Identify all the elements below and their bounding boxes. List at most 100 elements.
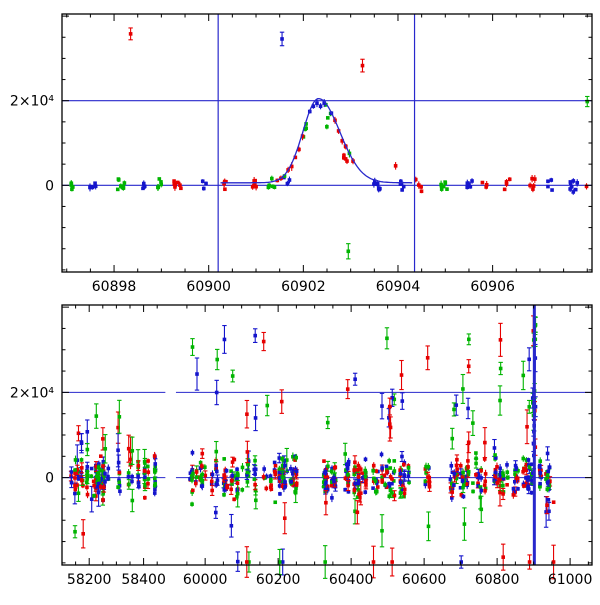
data-point	[253, 482, 257, 487]
data-point	[122, 181, 127, 185]
data-point	[152, 454, 157, 458]
data-point	[245, 470, 250, 475]
data-point	[346, 483, 350, 488]
data-point	[230, 481, 234, 486]
data-point	[253, 416, 258, 420]
data-point	[69, 480, 74, 485]
data-point	[360, 471, 365, 475]
data-point	[325, 487, 330, 492]
data-point	[388, 488, 393, 493]
data-point	[462, 522, 467, 526]
bottom-frame	[61, 304, 593, 566]
data-point	[203, 465, 207, 469]
data-point	[425, 356, 430, 360]
data-point	[99, 477, 104, 481]
data-point	[372, 182, 376, 186]
data-point	[204, 181, 208, 186]
data-point	[374, 469, 379, 473]
data-point	[80, 466, 84, 470]
data-point	[545, 503, 549, 507]
data-point	[374, 481, 379, 485]
data-point	[79, 458, 84, 462]
data-point	[521, 469, 525, 474]
data-point	[146, 481, 150, 486]
data-point	[501, 492, 505, 496]
data-point	[280, 463, 285, 468]
data-point	[261, 339, 266, 344]
data-point	[450, 490, 455, 494]
data-point	[427, 484, 432, 489]
data-point	[546, 498, 551, 502]
data-point	[464, 482, 469, 486]
data-point	[230, 478, 234, 483]
data-point	[544, 477, 548, 481]
data-point	[544, 510, 548, 514]
data-point	[85, 469, 90, 474]
data-point	[323, 469, 328, 474]
data-point	[101, 464, 105, 468]
data-point	[128, 32, 133, 36]
data-point	[322, 101, 326, 105]
data-point	[96, 465, 101, 470]
data-point	[388, 425, 393, 430]
data-point	[272, 185, 277, 189]
data-point	[342, 153, 346, 158]
data-point	[268, 479, 273, 483]
data-point	[73, 468, 77, 472]
data-point	[380, 475, 385, 480]
data-point	[512, 479, 517, 484]
data-point	[101, 498, 105, 502]
data-point	[353, 460, 357, 465]
data-point	[214, 463, 218, 468]
data-point	[380, 466, 384, 470]
data-point	[209, 479, 214, 484]
data-point	[547, 509, 551, 514]
data-point	[117, 478, 121, 483]
data-point	[527, 560, 532, 564]
data-point	[175, 180, 180, 185]
x-tick-label: 60898	[92, 279, 137, 295]
data-point	[229, 469, 233, 473]
data-point	[546, 179, 550, 184]
data-point	[390, 560, 394, 564]
data-point	[493, 474, 498, 478]
data-point	[505, 463, 509, 467]
data-point	[388, 466, 393, 470]
data-point	[200, 179, 205, 184]
data-point	[277, 470, 282, 475]
data-point	[294, 469, 299, 473]
data-point	[293, 490, 298, 495]
data-point	[88, 185, 93, 190]
data-point	[413, 177, 418, 182]
data-point	[353, 481, 357, 486]
data-point	[474, 461, 478, 466]
data-point	[282, 174, 287, 178]
data-point	[201, 186, 206, 191]
data-point	[89, 466, 94, 471]
data-point	[387, 484, 392, 489]
data-point	[214, 510, 218, 515]
data-point	[345, 159, 349, 163]
x-tick-label: 60904	[376, 279, 421, 295]
data-point	[455, 467, 459, 471]
data-point	[92, 483, 96, 488]
data-point	[280, 560, 285, 564]
data-point	[200, 478, 205, 483]
data-point	[569, 185, 574, 189]
data-point	[533, 177, 537, 181]
data-point	[450, 496, 454, 500]
data-point	[524, 468, 529, 472]
data-point	[245, 480, 250, 484]
data-point	[524, 481, 528, 486]
data-point	[387, 415, 391, 420]
data-point	[526, 484, 530, 489]
data-point	[494, 470, 498, 475]
x-tick-label: 60900	[186, 279, 231, 295]
data-point	[392, 397, 397, 402]
data-point	[146, 470, 151, 474]
data-point	[277, 484, 282, 488]
data-point	[461, 470, 465, 475]
data-point	[272, 469, 277, 474]
data-point	[116, 460, 121, 465]
